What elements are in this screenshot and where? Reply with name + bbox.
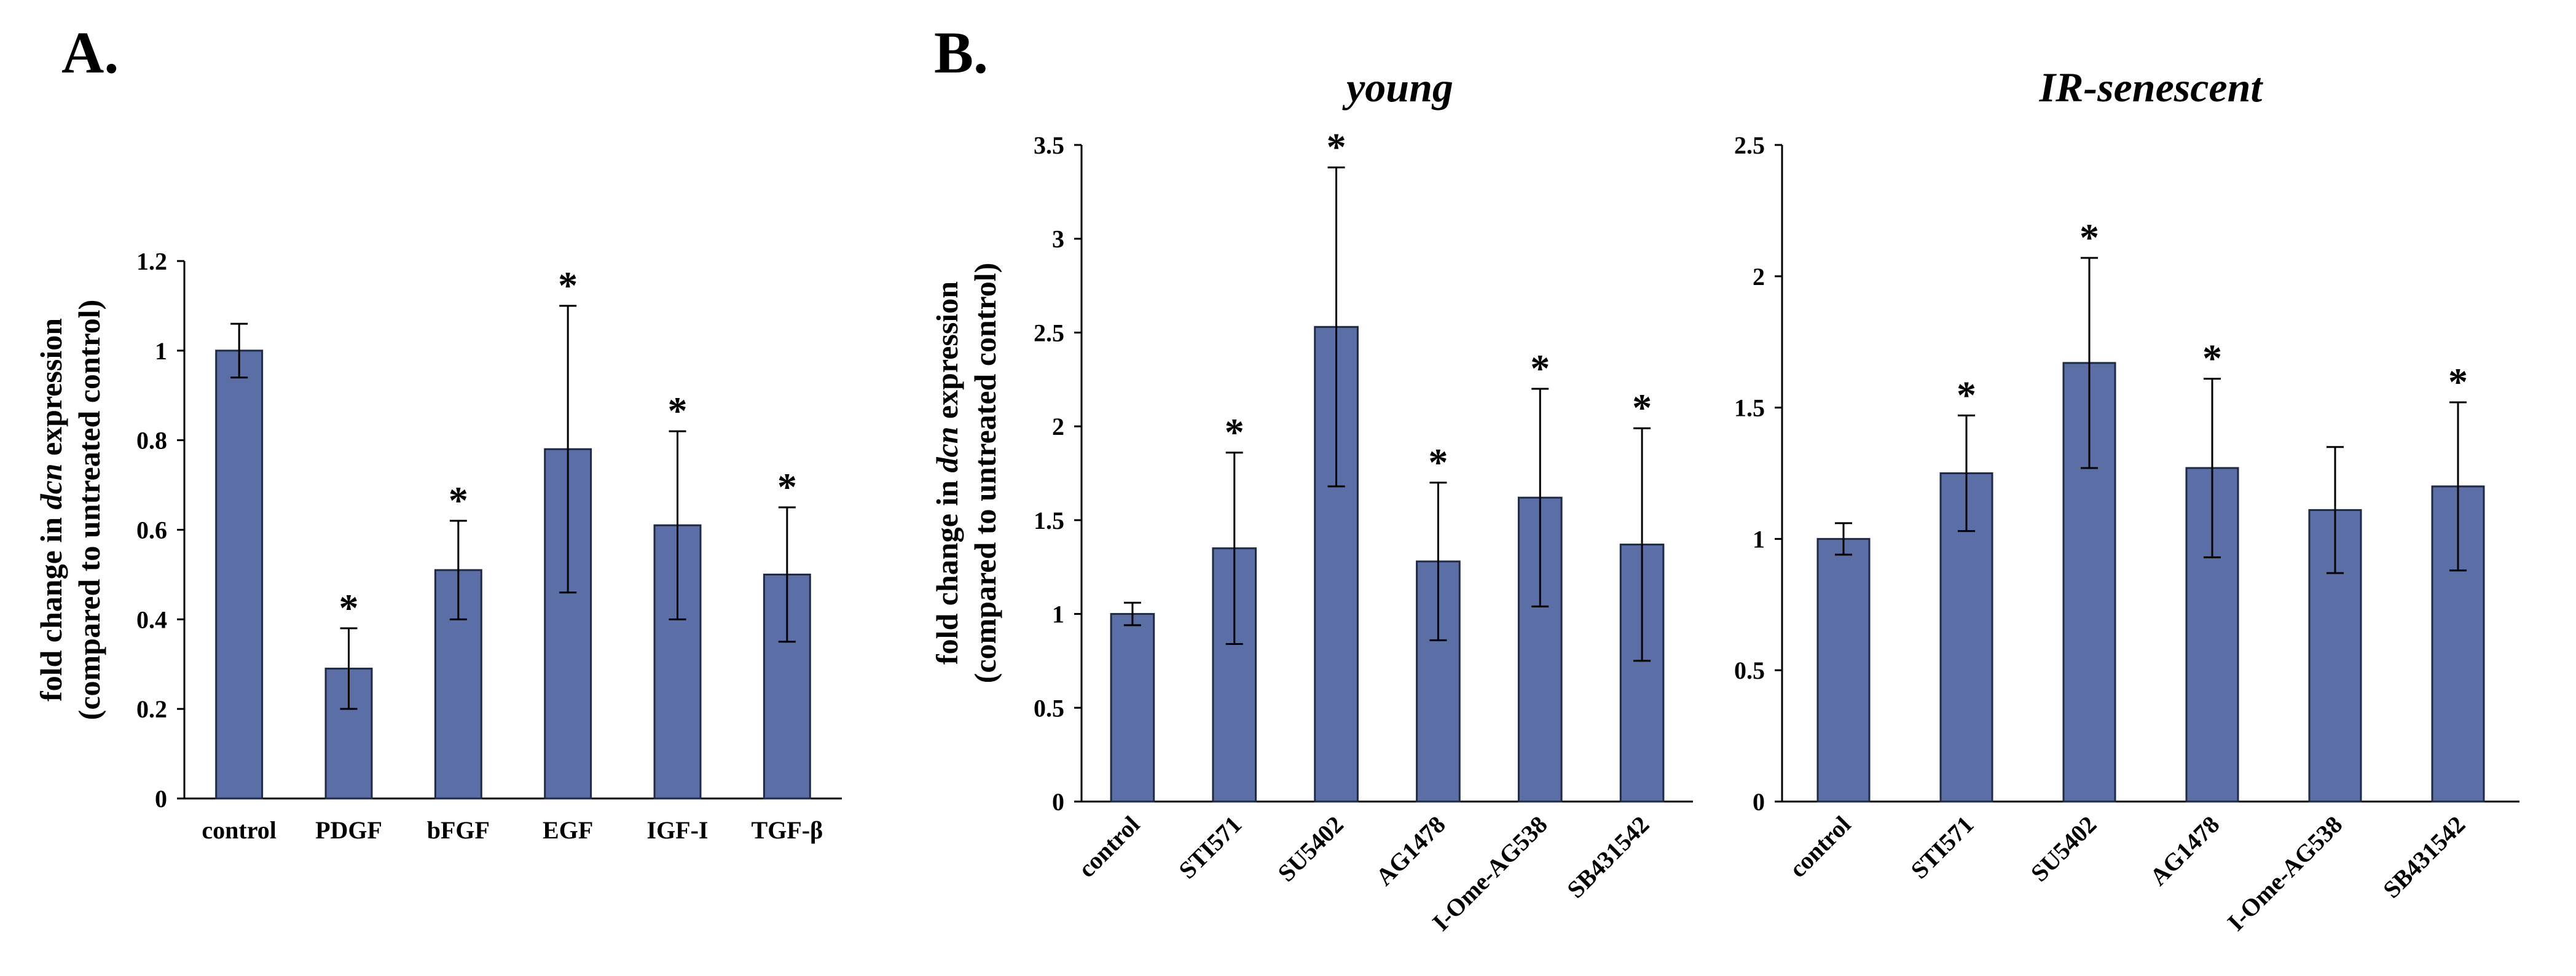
y-tick-label-b-young: 0.5 <box>1034 694 1064 722</box>
category-label-a-2: bFGF <box>427 816 490 844</box>
y-tick-label-b-senescent: 0.5 <box>1734 657 1765 684</box>
significance-star-b-young-1: * <box>1225 410 1244 454</box>
category-label-a-0: control <box>202 816 276 844</box>
significance-star-b-young-2: * <box>1327 125 1346 169</box>
y-tick-label-b-senescent: 2 <box>1753 263 1765 291</box>
ylabel-b-line1: fold change in dcn expression <box>930 281 964 665</box>
y-tick-label-a: 0 <box>155 785 167 813</box>
category-label-b-senescent-3: AG1478 <box>2145 811 2225 891</box>
ylabel-b-line2: (compared to untreated control) <box>968 263 1002 684</box>
category-label-b-young-1: STI571 <box>1173 811 1247 884</box>
panel-label-a: A. <box>61 20 119 85</box>
y-tick-label-a: 0.6 <box>136 517 167 544</box>
y-tick-label-a: 1 <box>155 337 167 365</box>
category-label-b-young-2: SU5402 <box>1272 811 1349 888</box>
y-tick-label-a: 1.2 <box>136 248 167 275</box>
y-tick-label-a: 0.2 <box>136 695 167 723</box>
bar-a-0 <box>215 349 264 800</box>
category-label-b-senescent-2: SU5402 <box>2025 811 2102 888</box>
y-tick-label-b-young: 2 <box>1052 413 1064 440</box>
ylabel-b-prefix: fold change in <box>930 473 964 665</box>
y-tick-label-b-senescent: 0 <box>1753 788 1765 816</box>
y-tick-label-a: 0.8 <box>136 427 167 455</box>
y-tick-label-b-young: 0 <box>1052 788 1064 816</box>
y-tick-label-b-young: 3 <box>1052 225 1064 253</box>
category-label-b-young-3: AG1478 <box>1370 811 1451 891</box>
category-label-b-young-0: control <box>1073 811 1145 883</box>
category-label-b-senescent-5: SB431542 <box>2378 811 2470 904</box>
ylabel-b-italic: dcn <box>930 427 964 473</box>
significance-star-b-young-4: * <box>1530 346 1550 390</box>
significance-star-b-young-3: * <box>1428 440 1448 484</box>
y-tick-label-b-young: 2.5 <box>1034 319 1064 346</box>
bar-b-young-0 <box>1110 613 1155 803</box>
category-label-b-senescent-0: control <box>1784 811 1856 883</box>
ylabel-a-line1: fold change in dcn expression <box>34 318 68 701</box>
y-tick-label-b-young: 1.5 <box>1034 507 1064 534</box>
y-tick-label-b-young: 1 <box>1052 601 1064 628</box>
ylabel-b-suffix: expression <box>930 281 964 427</box>
category-label-b-young-5: SB431542 <box>1561 811 1654 904</box>
category-label-b-senescent-1: STI571 <box>1906 811 1979 884</box>
chart-title-b-young: young <box>1342 64 1453 111</box>
y-tick-label-b-senescent: 2.5 <box>1734 131 1765 159</box>
significance-star-a-1: * <box>339 586 359 630</box>
y-tick-label-b-senescent: 1 <box>1753 525 1765 553</box>
significance-star-b-senescent-1: * <box>1957 373 1976 416</box>
category-label-a-3: EGF <box>543 816 593 844</box>
y-tick-label-b-young: 3.5 <box>1034 131 1064 159</box>
y-tick-label-a: 0.4 <box>136 606 167 633</box>
significance-star-b-senescent-2: * <box>2079 216 2099 259</box>
chart-layer: 0 0.2 0.4 0.6 0.8 1 1.2 control * PDGF * bFGF * EGF * I… <box>136 64 2519 936</box>
category-label-a-4: IGF-I <box>647 816 709 844</box>
panel-label-b: B. <box>934 20 989 85</box>
significance-star-b-senescent-5: * <box>2448 360 2468 404</box>
significance-star-a-3: * <box>558 264 578 307</box>
ylabel-a-prefix: fold change in <box>34 510 68 702</box>
ylabel-a-italic: dcn <box>34 464 68 510</box>
y-tick-label-b-senescent: 1.5 <box>1734 394 1765 422</box>
significance-star-b-senescent-3: * <box>2202 337 2222 380</box>
ylabel-a-suffix: expression <box>34 318 68 464</box>
significance-star-a-2: * <box>449 478 468 522</box>
category-label-a-1: PDGF <box>315 816 382 844</box>
significance-star-a-5: * <box>777 465 797 509</box>
bar-b-senescent-0 <box>1816 537 1871 803</box>
category-label-a-5: TGF-β <box>752 816 823 844</box>
category-label-b-senescent-4: I-Ome-AG538 <box>2222 811 2348 937</box>
ylabel-a-line2: (compared to untreated control) <box>72 300 106 720</box>
significance-star-b-young-5: * <box>1632 386 1652 429</box>
significance-star-a-4: * <box>668 389 688 432</box>
chart-title-b-senescent: IR-senescent <box>2039 64 2264 111</box>
